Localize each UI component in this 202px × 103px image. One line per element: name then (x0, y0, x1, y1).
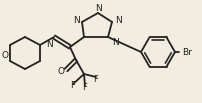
Text: N: N (112, 37, 119, 46)
Text: F: F (70, 81, 75, 91)
Text: N: N (115, 15, 121, 25)
Text: N: N (95, 4, 101, 12)
Text: F: F (94, 74, 98, 84)
Text: F: F (83, 84, 87, 92)
Text: N: N (46, 39, 53, 49)
Text: O: O (58, 67, 64, 75)
Text: N: N (73, 15, 79, 25)
Text: O: O (1, 50, 8, 60)
Text: Br: Br (182, 47, 192, 57)
